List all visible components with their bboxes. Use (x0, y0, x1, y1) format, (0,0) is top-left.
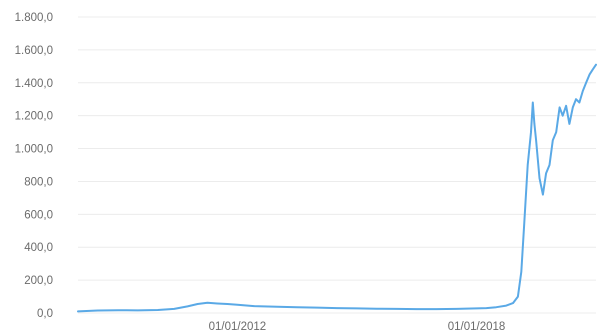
series-line (77, 63, 597, 313)
y-axis: 0,0 200,0 400,0 600,0 800,0 1.000,0 1.200,0 1.4… (15, 12, 53, 320)
y-tick-label: 400,0 (24, 242, 53, 254)
y-tick-label: 1.800,0 (15, 12, 53, 24)
y-tick-label: 1.000,0 (15, 144, 53, 156)
y-tick-label: 1.200,0 (15, 111, 53, 123)
y-tick-label: 1.600,0 (15, 45, 53, 57)
x-tick-label: 01/01/2018 (448, 321, 506, 333)
y-tick-label: 200,0 (24, 275, 53, 287)
grid-lines (78, 16, 596, 314)
x-axis: 01/01/2012 01/01/2018 (209, 321, 506, 333)
y-tick-label: 800,0 (24, 176, 53, 188)
series-group (77, 63, 597, 313)
x-tick-label: 01/01/2012 (209, 321, 267, 333)
y-tick-label: 0,0 (37, 308, 53, 320)
y-tick-label: 600,0 (24, 209, 53, 221)
y-tick-label: 1.400,0 (15, 78, 53, 90)
